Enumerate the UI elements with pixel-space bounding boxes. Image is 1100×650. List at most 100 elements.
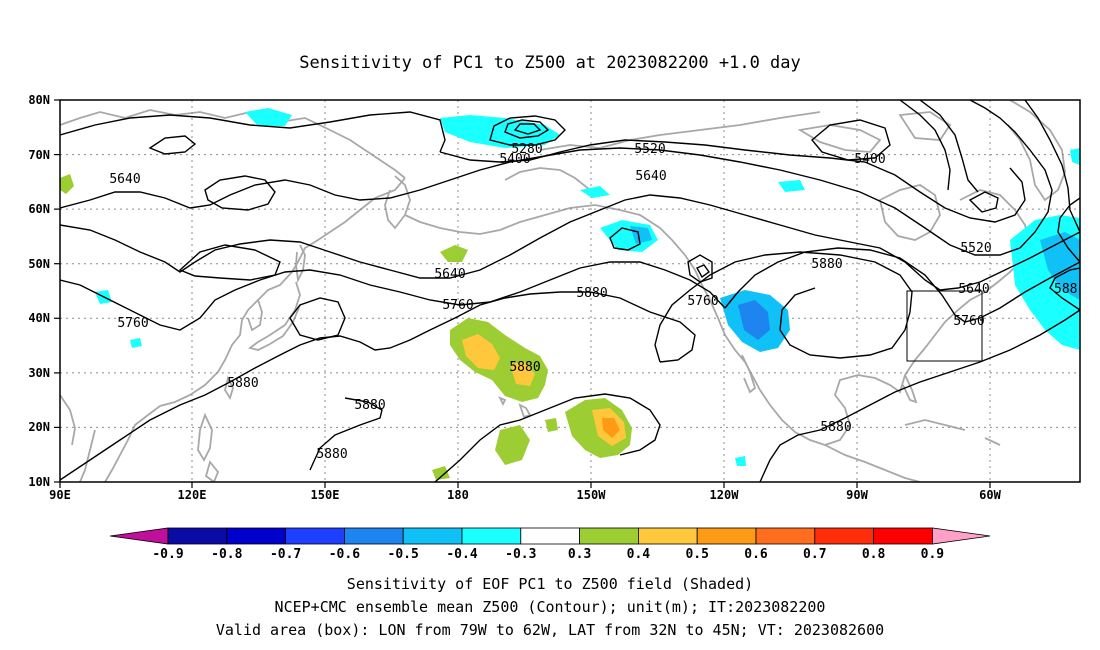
contour-atlantic-5760 [1057, 197, 1080, 263]
negative-patch-canada [778, 180, 805, 192]
colorbar-tick-label: -0.5 [388, 547, 419, 562]
contour-low-alaska-gulf [609, 227, 641, 251]
contour-label: 5400 [499, 152, 530, 167]
coast-taiwan [224, 375, 234, 401]
coast-kamchatka [384, 175, 411, 230]
contour-polar-5400-east [899, 100, 951, 191]
contour-label: 5760 [687, 294, 718, 309]
lon-label: 180 [447, 488, 469, 502]
colorbar-low-extension [109, 527, 169, 545]
positive-patch-west-edge [60, 174, 74, 194]
lat-label: 10N [28, 475, 50, 489]
map-content: 5640 5760 5880 5880 5880 5280 5400 5520 … [60, 100, 1080, 482]
colorbar-segment [696, 527, 757, 545]
footer-line-2: NCEP+CMC ensemble mean Z500 (Contour); u… [275, 598, 826, 616]
lat-label: 30N [28, 366, 50, 380]
coast-korea-china [159, 271, 293, 407]
sensitivity-shading [60, 108, 1080, 480]
coast-siberia-pacific [291, 177, 406, 273]
colorbar-segment [343, 527, 404, 545]
contour-atlantic-5640 [1024, 100, 1080, 233]
coastlines [60, 100, 1066, 482]
coast-indochina [79, 405, 161, 482]
negative-patch-alaska-north [580, 186, 610, 198]
contour-5880-subtropical [309, 397, 383, 471]
colorbar-tick-label: -0.8 [211, 547, 242, 562]
coast-sakhalin [295, 244, 306, 284]
positive-patch-south [495, 425, 530, 465]
positive-patch-small-1 [432, 466, 450, 480]
footer-line-3: Valid area (box): LON from 79W to 62W, L… [216, 621, 884, 639]
colorbar-tick-label: -0.7 [270, 547, 301, 562]
lon-label: 120W [710, 488, 740, 502]
contour-label: 5880 [354, 398, 385, 413]
colorbar-segment [520, 527, 580, 545]
coast-alaska-south [499, 204, 673, 241]
latitude-axis: 80N 70N 60N 50N 40N 30N 20N 10N [28, 93, 50, 489]
coast-korea-peninsula [247, 299, 263, 332]
coast-india-east [60, 394, 76, 446]
axis-ticks [54, 99, 991, 488]
contour-label: 5880 [820, 420, 851, 435]
contour-label: 5880 [227, 376, 258, 391]
contour-low-labrador [968, 191, 999, 213]
contour-atlantic-5520 [969, 100, 1053, 249]
contour-low-canada-arctic [811, 119, 891, 161]
colorbar-tick-label: 0.6 [744, 547, 768, 562]
contour-label: 5640 [635, 169, 666, 184]
contour-low-arctic-west [148, 135, 197, 155]
contour-5400 [439, 139, 1026, 223]
colorbar-tick-label: 0.3 [568, 547, 591, 562]
colorbar-tick-label: 0.8 [862, 547, 886, 562]
contour-label: 588 [1054, 282, 1077, 297]
lon-label: 150E [311, 488, 340, 502]
coast-central-america [824, 444, 921, 482]
negative-patch-small-3 [735, 456, 746, 466]
coast-arctic-alaska [539, 111, 821, 151]
coast-greenland [1007, 100, 1066, 202]
longitude-axis: 90E 120E 150E 180 150W 120W 90W 60W [49, 488, 1001, 502]
map-border [59, 99, 1081, 483]
colorbar-tick-label: 0.5 [685, 547, 708, 562]
contour-5880-west [60, 291, 696, 481]
lat-label: 40N [28, 311, 50, 325]
contour-5520 [60, 147, 1021, 256]
coast-hawaii [498, 396, 532, 419]
negative-patch-siberia [245, 108, 292, 126]
colorbar-segment [755, 527, 816, 545]
colorbar-tick-label: -0.3 [505, 547, 536, 562]
colorbar-tick-label: 0.4 [627, 547, 651, 562]
contour-label: 5520 [960, 241, 991, 256]
footer-line-1: Sensitivity of EOF PC1 to Z500 field (Sh… [347, 575, 753, 593]
lon-label: 60W [979, 488, 1001, 502]
lat-label: 20N [28, 420, 50, 434]
contour-atlantic-5880 [1049, 267, 1080, 311]
contour-label: 5280 [511, 142, 542, 157]
contour-label: 5760 [117, 316, 148, 331]
positive-patch-subtropical-east-max [602, 418, 620, 438]
contour-label: 5760 [953, 314, 984, 329]
contour-label-group: 5640 5760 5880 5880 5880 5280 5400 5520 … [109, 142, 1077, 462]
colorbar-segment [814, 527, 874, 545]
z500-contours [60, 100, 1080, 482]
colorbar-tick-label: -0.4 [446, 547, 477, 562]
colorbar-segment [873, 527, 933, 545]
contour-label: 5640 [109, 172, 140, 187]
lon-label: 90E [49, 488, 71, 502]
contour-5760-west [60, 261, 726, 331]
contour-high-japan [289, 297, 346, 341]
colorbar-segment [167, 527, 228, 545]
lon-label: 120E [178, 488, 207, 502]
contour-label: 5400 [854, 152, 885, 167]
lat-label: 60N [28, 202, 50, 216]
negative-patch-alaska-gulf-core [630, 226, 652, 244]
contour-polar-5280-east [919, 100, 979, 193]
colorbar-segment [402, 527, 463, 545]
contour-5760-east [724, 247, 1080, 323]
lat-label: 80N [28, 93, 50, 107]
coast-philippines [197, 412, 220, 482]
colorbar-segment [226, 527, 287, 545]
negative-patch-west-us-core [738, 300, 770, 340]
coast-gulf-mexico [824, 374, 906, 446]
